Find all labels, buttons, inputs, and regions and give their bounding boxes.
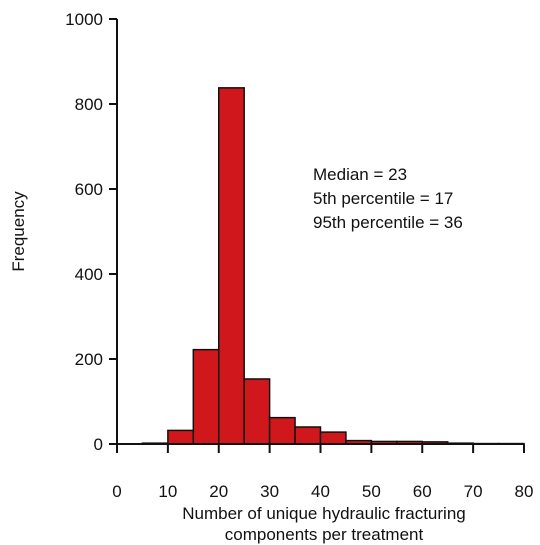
histogram-bar-40-45 bbox=[319, 431, 347, 445]
y-tick-label-200: 200 bbox=[75, 350, 103, 369]
x-tick-label-20: 20 bbox=[209, 482, 228, 501]
x-tick-label-30: 30 bbox=[260, 482, 279, 501]
histogram-bar-15-20 bbox=[192, 348, 220, 445]
histogram-bar-30-35 bbox=[268, 416, 296, 445]
ticks-layer: 0 200 400 600 800 1000 0 10 20 30 40 50 60 70 80 bbox=[65, 10, 533, 501]
x-axis-title-line-1: Number of unique hydraulic fracturing bbox=[182, 504, 465, 523]
y-tick-label-800: 800 bbox=[75, 95, 103, 114]
histogram-bar-10-15 bbox=[167, 429, 195, 445]
x-tick-label-40: 40 bbox=[311, 482, 330, 501]
x-tick-label-70: 70 bbox=[464, 482, 483, 501]
x-tick-label-10: 10 bbox=[158, 482, 177, 501]
x-tick-label-50: 50 bbox=[362, 482, 381, 501]
histogram-bar-25-30 bbox=[243, 378, 271, 445]
histogram-bar-20-25 bbox=[218, 87, 245, 445]
x-tick-label-0: 0 bbox=[112, 482, 121, 501]
x-tick-label-60: 60 bbox=[413, 482, 432, 501]
bars-layer bbox=[141, 87, 525, 445]
annotation-median: Median = 23 bbox=[313, 165, 407, 184]
annotation-95th-percentile: 95th percentile = 36 bbox=[313, 213, 463, 232]
y-tick-label-0: 0 bbox=[94, 435, 103, 454]
histogram-bar-35-40 bbox=[294, 426, 322, 445]
x-tick-label-80: 80 bbox=[515, 482, 534, 501]
y-tick-label-400: 400 bbox=[75, 265, 103, 284]
x-axis-title-line-2: components per treatment bbox=[225, 525, 424, 544]
y-tick-label-600: 600 bbox=[75, 180, 103, 199]
annotation-5th-percentile: 5th percentile = 17 bbox=[313, 189, 453, 208]
y-axis-title: Frequency bbox=[9, 191, 28, 272]
y-tick-label-1000: 1000 bbox=[65, 10, 103, 29]
